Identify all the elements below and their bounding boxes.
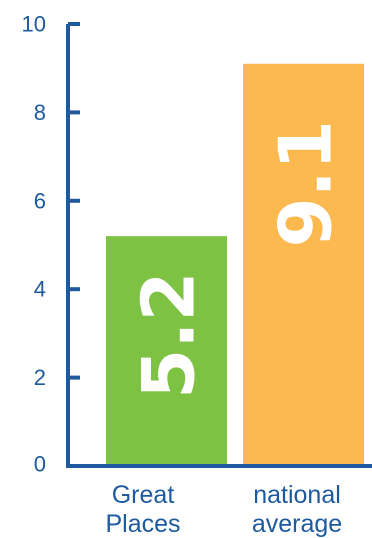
bar-value-label-1: 9.1 xyxy=(264,120,348,248)
y-tick-label-4: 8 xyxy=(34,100,46,125)
y-tick-label-3: 6 xyxy=(34,188,46,213)
y-tick-label-5: 10 xyxy=(22,12,46,37)
x-category-label-line: average xyxy=(252,510,342,538)
bar-1 xyxy=(243,63,364,466)
x-category-label-line: Great xyxy=(112,481,175,509)
bar-value-label-0: 5.2 xyxy=(127,271,211,399)
y-tick-label-0: 0 xyxy=(34,452,46,477)
x-category-label-0: Great Places xyxy=(105,481,180,538)
y-tick-label-1: 2 xyxy=(34,365,46,390)
bar-0 xyxy=(106,236,227,466)
x-category-label-1: national average xyxy=(252,481,342,538)
y-tick-label-2: 4 xyxy=(34,277,46,302)
x-category-label-line: Places xyxy=(105,510,180,538)
x-category-label-line: national xyxy=(253,481,341,509)
